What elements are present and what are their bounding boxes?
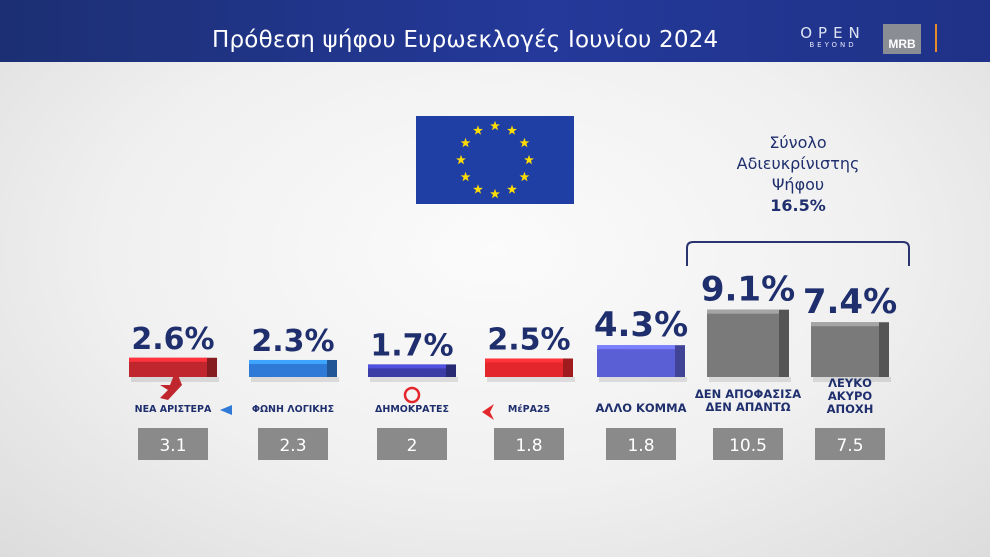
undecided-total-label: Σύνολο Αδιευκρίνιστης Ψήφου 16.5% — [690, 132, 906, 216]
previous-value-box — [138, 428, 208, 460]
category-label: ΑΛΛΟ ΚΟΜΜΑ — [596, 401, 687, 415]
previous-value-label: 1.8 — [627, 436, 654, 456]
mera25-logo-icon — [482, 404, 494, 420]
eu-flag-icon — [416, 116, 574, 204]
eu-flag-star — [519, 137, 530, 148]
bar-highlight — [129, 357, 207, 362]
bar-highlight — [368, 364, 446, 369]
mrb-logo: MRB — [883, 24, 921, 54]
value-label: 2.6% — [131, 322, 214, 357]
bar-side — [327, 359, 337, 377]
eu-flag-star — [490, 120, 500, 131]
bar-shadow — [370, 377, 458, 382]
eu-flag-star — [490, 188, 500, 199]
previous-value-box — [258, 428, 328, 460]
eu-flag-star — [473, 184, 483, 194]
foni-logikis-logo-icon — [220, 405, 232, 415]
previous-value-label: 3.1 — [159, 436, 186, 456]
category-label: ΔΗΜΟΚΡΑΤΕΣ — [375, 404, 449, 415]
bar-1 — [129, 357, 207, 377]
category-label: ΑΚΥΡΟ — [828, 389, 873, 403]
bar-highlight — [249, 359, 327, 364]
bar-side — [675, 345, 685, 377]
eu-flag-star — [507, 125, 517, 135]
eu-flag-star — [507, 184, 517, 194]
undecided-bracket — [686, 241, 910, 266]
undecided-total-value: 16.5% — [770, 196, 826, 215]
previous-value-label: 7.5 — [836, 436, 863, 456]
eu-flag-star — [460, 171, 471, 182]
bar-side — [446, 364, 456, 377]
category-label: ΝΕΑ ΑΡΙΣΤΕΡΑ — [135, 404, 212, 415]
previous-value-box — [713, 428, 783, 460]
previous-value-box — [377, 428, 447, 460]
previous-value-box — [815, 428, 885, 460]
category-label: ΜέΡΑ25 — [508, 404, 550, 415]
bar-4 — [485, 358, 563, 377]
bar-highlight — [707, 309, 779, 314]
category-label: ΛΕΥΚΟ — [828, 376, 872, 390]
bar-side — [879, 322, 889, 377]
bar-side — [563, 358, 573, 377]
value-label: 7.4% — [803, 282, 897, 322]
eu-flag-star — [473, 125, 483, 135]
previous-value-box — [606, 428, 676, 460]
bar-side — [207, 357, 217, 377]
bar-shadow — [709, 377, 791, 382]
bar-shadow — [599, 377, 687, 382]
category-label: ΔΕΝ ΑΠΟΦΑΣΙΣΑ — [695, 387, 801, 401]
dimokrates-logo-icon — [403, 386, 421, 404]
eu-flag-star — [519, 171, 530, 182]
bar-7 — [811, 322, 879, 377]
previous-value-label: 2.3 — [279, 436, 306, 456]
eu-flag-star — [456, 154, 466, 165]
eu-flag-star — [460, 137, 471, 148]
category-label: ΦΩΝΗ ΛΟΓΙΚΗΣ — [252, 404, 334, 415]
category-label: ΔΕΝ ΑΠΑΝΤΩ — [705, 400, 790, 414]
bar-5 — [597, 345, 675, 377]
previous-value-box — [494, 428, 564, 460]
value-label: 9.1% — [701, 270, 795, 310]
value-label: 2.5% — [487, 323, 570, 358]
bar-2 — [249, 359, 327, 377]
bar-shadow — [813, 377, 891, 382]
previous-value-label: 2 — [407, 436, 418, 456]
page-title: Πρόθεση ψήφου Ευρωεκλογές Ιουνίου 2024 — [212, 27, 719, 53]
bar-6 — [707, 309, 779, 377]
value-label: 4.3% — [594, 305, 688, 345]
nea-aristera-logo-icon — [160, 370, 182, 400]
bar-highlight — [485, 358, 563, 363]
bar-shadow — [487, 377, 575, 382]
header-divider — [935, 24, 937, 52]
bar-side — [779, 309, 789, 377]
open-beyond-logo: OPEN BEYOND — [800, 24, 866, 49]
bar-highlight — [597, 345, 675, 350]
bar-shadow — [251, 377, 339, 382]
value-label: 1.7% — [370, 328, 453, 363]
value-label: 2.3% — [251, 324, 334, 359]
bar-highlight — [811, 322, 879, 327]
previous-value-label: 10.5 — [729, 436, 767, 456]
previous-value-label: 1.8 — [515, 436, 542, 456]
eu-flag-star — [524, 154, 534, 165]
category-label: ΑΠΟΧΗ — [827, 402, 874, 416]
header-bar: Πρόθεση ψήφου Ευρωεκλογές Ιουνίου 2024 O… — [0, 0, 990, 62]
